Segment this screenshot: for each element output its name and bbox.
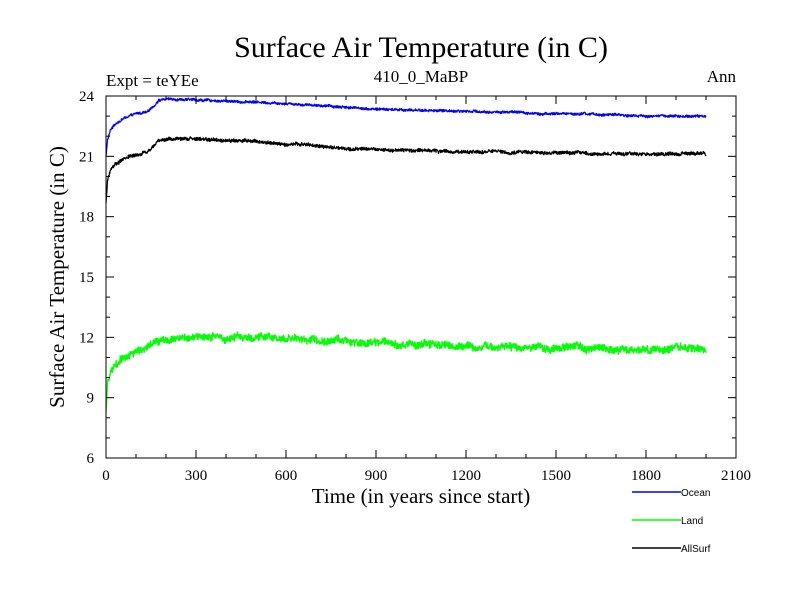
legend-label-ocean: Ocean bbox=[681, 488, 710, 499]
series-layer bbox=[105, 97, 707, 414]
x-tick-label: 900 bbox=[365, 468, 388, 484]
season-label: Ann bbox=[707, 67, 737, 86]
y-tick-label: 9 bbox=[87, 391, 95, 407]
x-axis-label: Time (in years since start) bbox=[312, 484, 531, 508]
y-tick-label: 24 bbox=[79, 89, 95, 105]
y-axis-label: Surface Air Temperature (in C) bbox=[45, 146, 69, 408]
x-tick-label: 1800 bbox=[631, 468, 661, 484]
x-tick-label: 1200 bbox=[451, 468, 481, 484]
axes-layer: 0 300 600 900 1200 1500 1800 2100 6 9 12 15 18 21 24 bbox=[79, 89, 751, 484]
y-tick-label: 12 bbox=[79, 330, 94, 346]
legend: Ocean Land AllSurf bbox=[632, 488, 711, 555]
series-line-allsurf bbox=[105, 136, 707, 204]
y-tick-label: 18 bbox=[79, 210, 94, 226]
series-line-ocean bbox=[105, 97, 707, 157]
y-tick-label: 6 bbox=[87, 451, 95, 467]
y-tick-label: 15 bbox=[79, 270, 94, 286]
x-tick-label: 600 bbox=[275, 468, 298, 484]
x-tick-label: 300 bbox=[185, 468, 208, 484]
experiment-label: Expt = teYEe bbox=[106, 71, 199, 90]
series-line-land bbox=[105, 331, 707, 414]
chart-title: Surface Air Temperature (in C) bbox=[234, 31, 608, 64]
legend-label-allsurf: AllSurf bbox=[681, 544, 711, 555]
y-tick-label: 21 bbox=[79, 149, 94, 165]
run-label: 410_0_MaBP bbox=[374, 67, 468, 86]
x-tick-label: 2100 bbox=[721, 468, 751, 484]
legend-label-land: Land bbox=[681, 516, 703, 527]
x-tick-label: 1500 bbox=[541, 468, 571, 484]
x-tick-label: 0 bbox=[102, 468, 110, 484]
